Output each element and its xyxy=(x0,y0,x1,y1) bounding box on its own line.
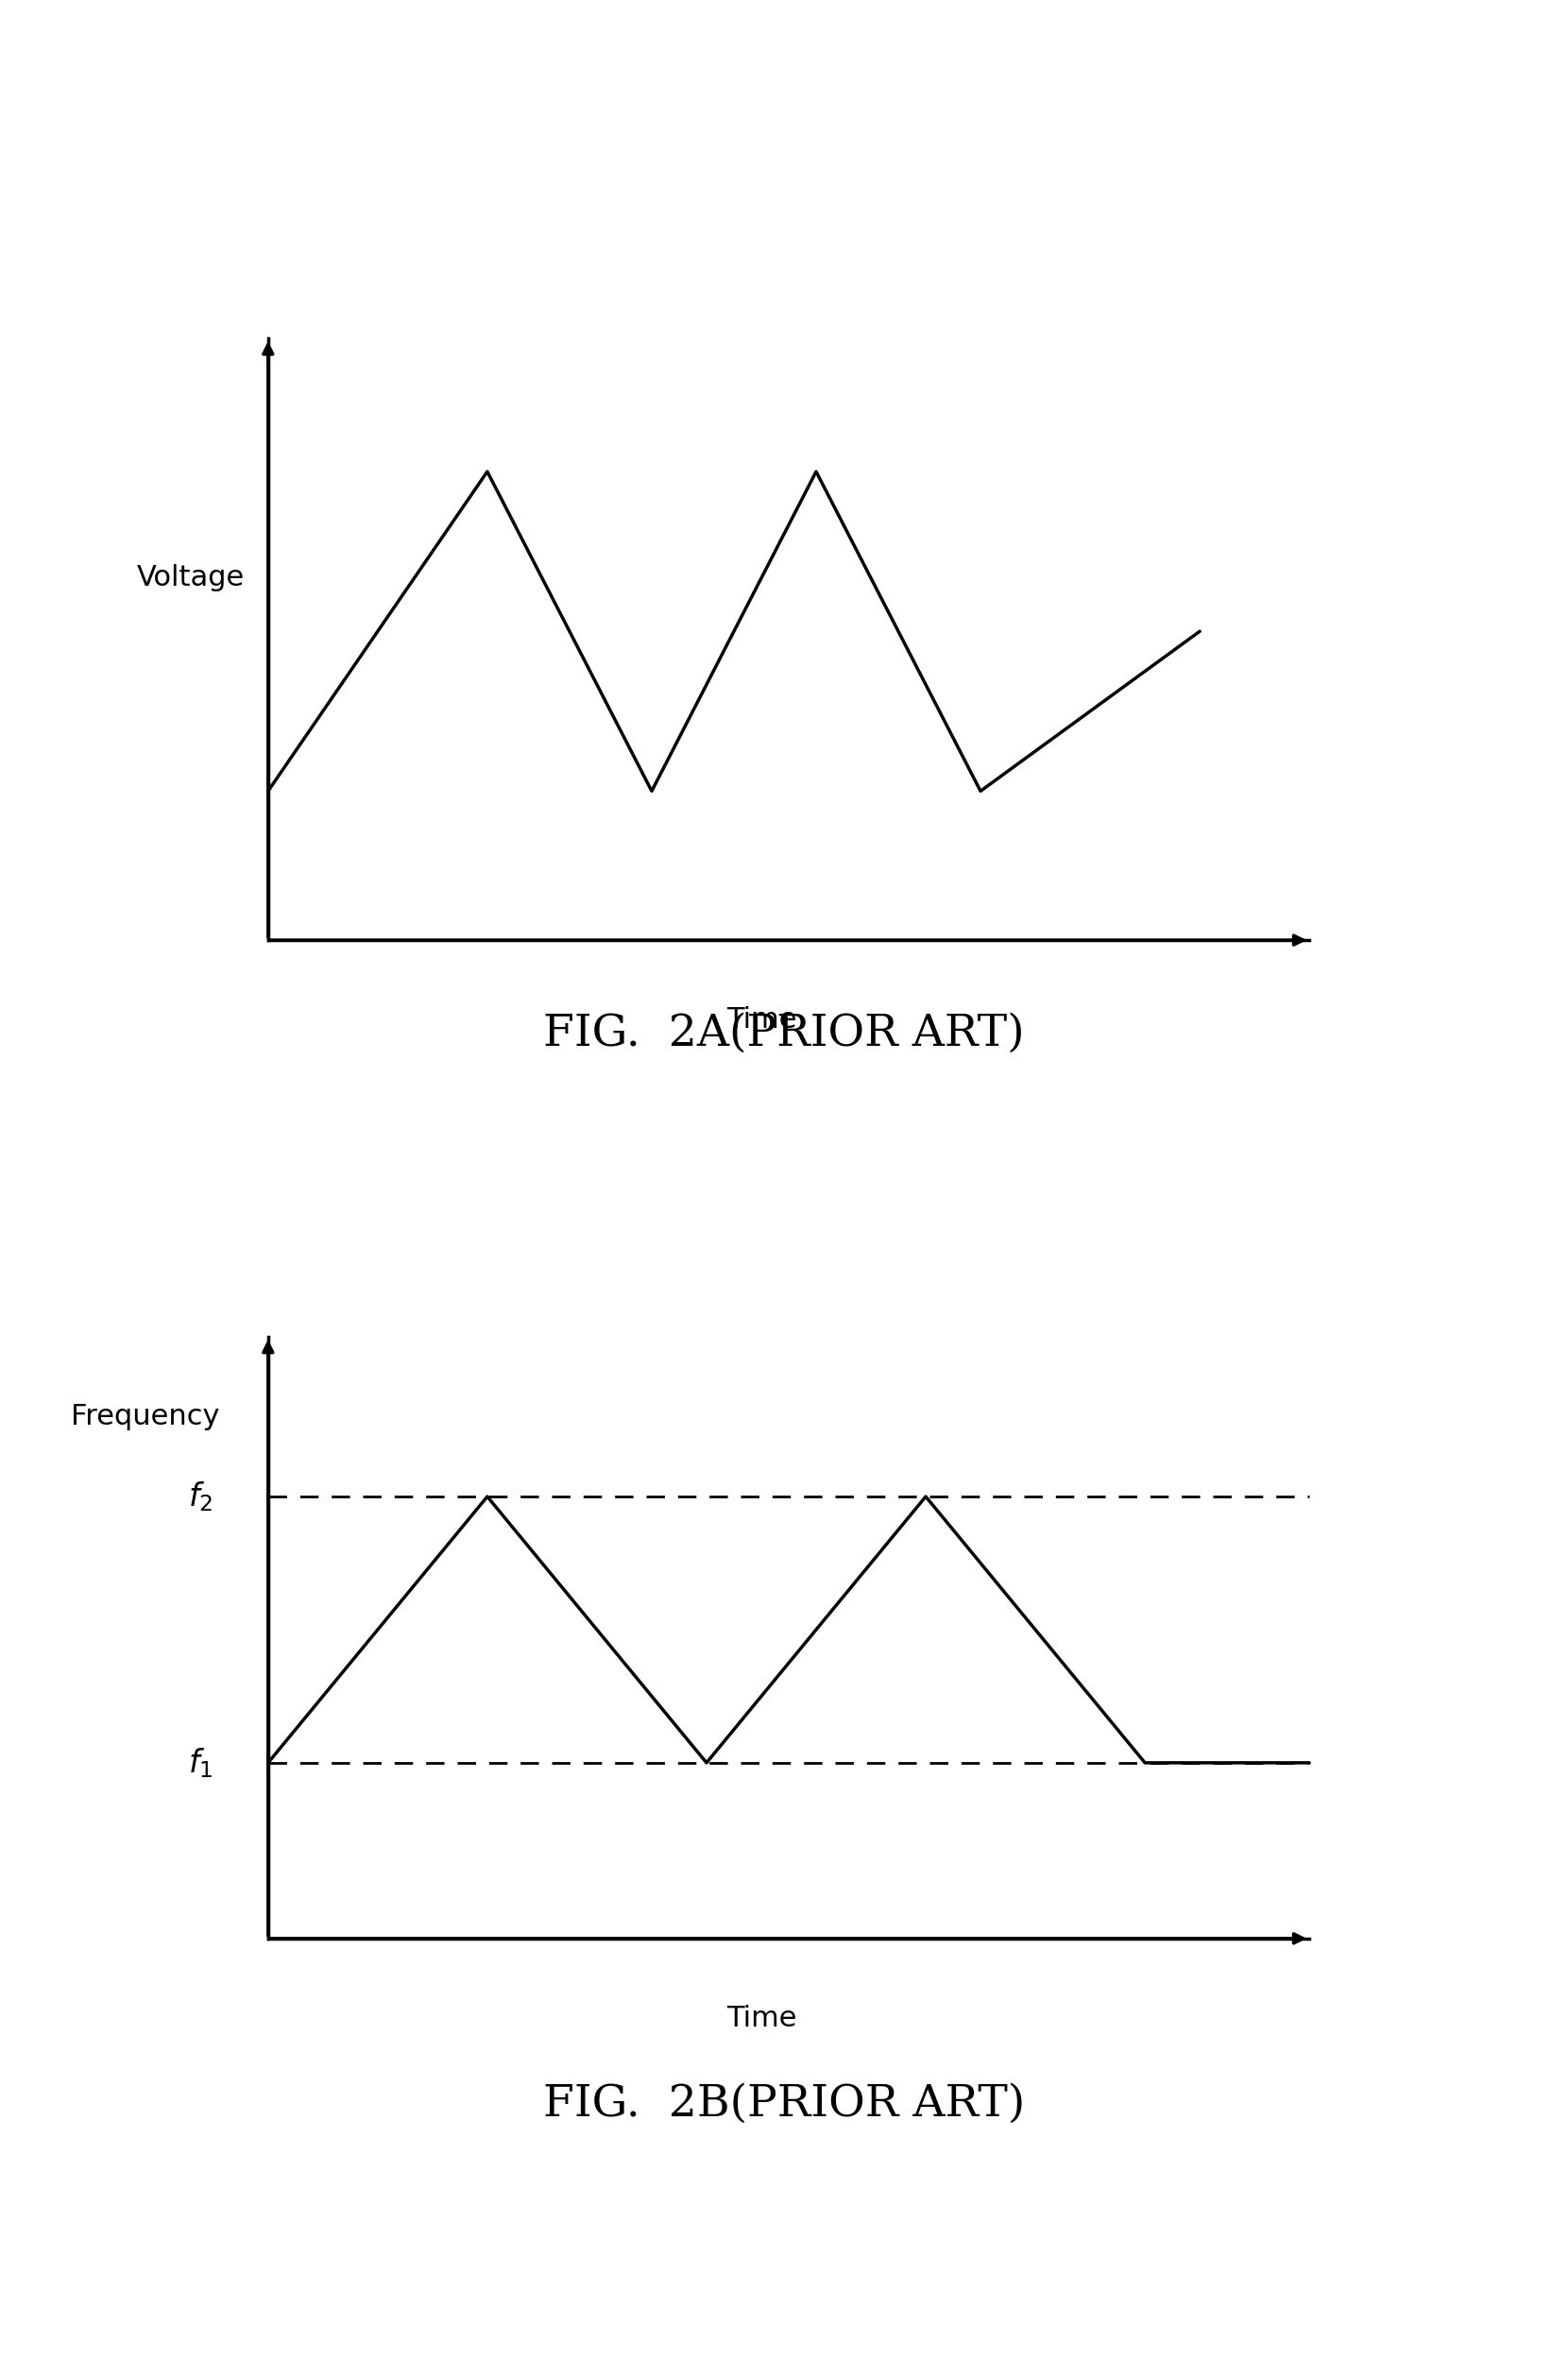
Text: FIG.  2B(PRIOR ART): FIG. 2B(PRIOR ART) xyxy=(543,2082,1025,2125)
Text: Time: Time xyxy=(726,1005,797,1034)
Text: FIG.  2A(PRIOR ART): FIG. 2A(PRIOR ART) xyxy=(543,1013,1025,1055)
Text: Frequency: Frequency xyxy=(71,1402,220,1431)
Text: $f_2$: $f_2$ xyxy=(188,1481,213,1514)
Text: $f_1$: $f_1$ xyxy=(188,1747,213,1780)
Text: Time: Time xyxy=(726,2004,797,2032)
Text: Voltage: Voltage xyxy=(136,563,245,592)
